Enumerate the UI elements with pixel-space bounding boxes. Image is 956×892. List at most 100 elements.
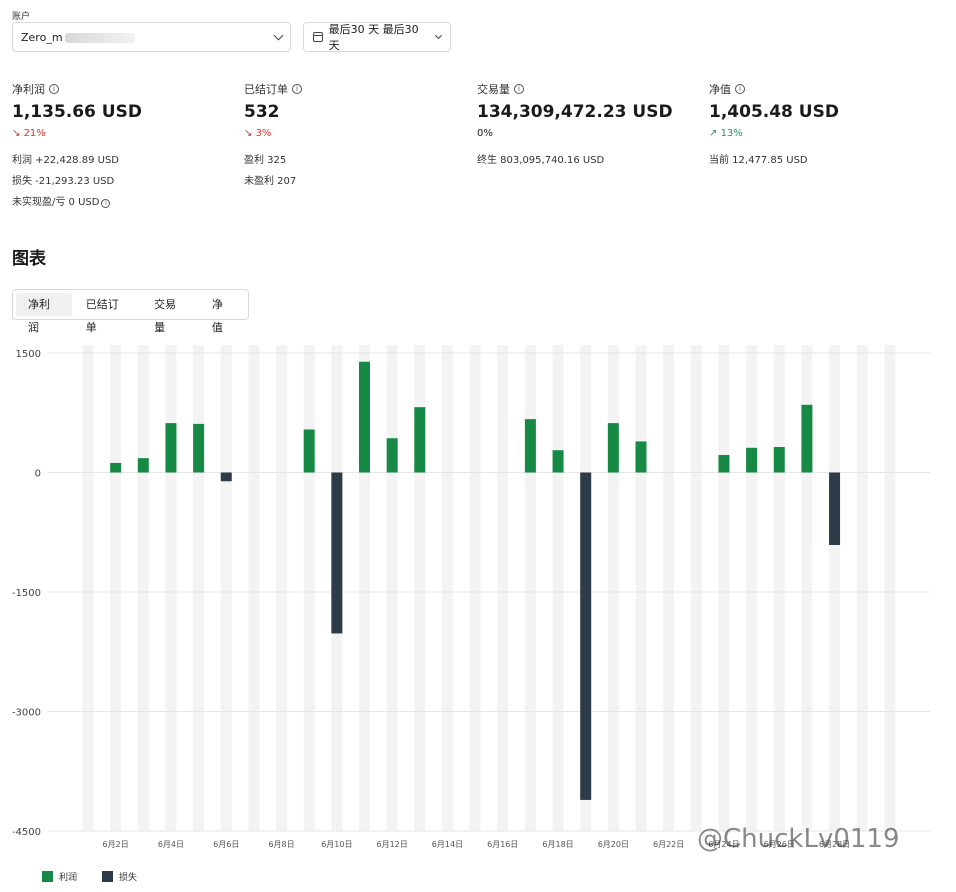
profit-bar xyxy=(165,423,177,473)
info-icon[interactable]: i xyxy=(101,199,111,208)
y-tick-label: -3000 xyxy=(12,708,41,719)
stat-title: 净利润 xyxy=(12,83,45,96)
account-name-redacted xyxy=(64,32,135,43)
profit-bar xyxy=(386,438,398,473)
watermark: @ChuckLv0119 xyxy=(697,824,900,854)
legend-swatch xyxy=(102,871,113,882)
profit-bar xyxy=(801,404,813,473)
day-band xyxy=(359,345,370,831)
day-band xyxy=(856,345,868,831)
tab-closed-orders[interactable]: 已结订单 xyxy=(85,298,119,334)
profit-bar xyxy=(303,429,315,473)
stat-volume: 交易量 i 134,309,472.23 USD 0% 终生 803,095,74… xyxy=(477,82,707,171)
stat-change: 0% xyxy=(477,128,493,139)
x-tick-label: 6月24日 xyxy=(708,840,739,849)
info-icon[interactable]: i xyxy=(49,84,59,94)
loss-bar xyxy=(220,472,232,482)
date-range-select[interactable]: 最后30 天 最后30 天 xyxy=(303,22,451,52)
x-tick-label: 6月18日 xyxy=(542,840,573,849)
day-band xyxy=(718,345,730,831)
calendar-icon xyxy=(313,32,323,42)
legend-item-loss[interactable]: 损失 xyxy=(102,870,137,883)
stat-line: 盈利 325 xyxy=(244,155,287,166)
day-band xyxy=(746,345,758,831)
chart-tabs: 净利润 已结订单 交易量 净值 xyxy=(12,289,249,334)
profit-bar xyxy=(414,407,426,473)
stat-net-profit: 净利润 i 1,135.66 USD ↘ 21% 利润 +22,428.89 US… xyxy=(12,82,242,213)
date-range-value: 最后30 天 最后30 天 xyxy=(328,23,419,52)
profit-bar xyxy=(359,361,370,473)
stat-closed-orders: 已结订单 i 532 ↘ 3% 盈利 325 未盈利 207 xyxy=(244,82,474,192)
day-band xyxy=(829,345,841,831)
account-value: Zero_m xyxy=(21,30,63,44)
day-band xyxy=(276,345,288,831)
day-band xyxy=(386,345,398,831)
y-tick-label: 1500 xyxy=(16,349,41,360)
x-tick-label: 6月26日 xyxy=(764,840,795,849)
day-band xyxy=(137,345,149,831)
day-band xyxy=(552,345,564,831)
x-tick-label: 6月16日 xyxy=(487,840,518,849)
day-band xyxy=(110,345,122,831)
tab-equity[interactable]: 净值 xyxy=(211,298,223,334)
day-band xyxy=(469,345,481,831)
day-band xyxy=(220,345,232,831)
stat-line: 当前 12,477.85 USD xyxy=(709,155,808,166)
day-band xyxy=(441,345,453,831)
day-band xyxy=(773,345,785,831)
loss-bar xyxy=(331,472,343,634)
section-title: 图表 xyxy=(12,249,46,269)
day-band xyxy=(635,345,647,831)
x-tick-label: 6月8日 xyxy=(268,840,294,849)
legend-item-profit[interactable]: 利润 xyxy=(42,870,77,883)
profit-bar xyxy=(773,447,785,473)
x-tick-label: 6月22日 xyxy=(653,840,684,849)
profit-bar xyxy=(524,419,536,473)
day-band xyxy=(884,345,896,831)
stat-change: ↗ 13% xyxy=(709,128,743,139)
tab-volume[interactable]: 交易量 xyxy=(154,298,177,334)
info-icon[interactable]: i xyxy=(514,84,524,94)
stat-value: 1,405.48 USD xyxy=(709,102,839,122)
profit-bar xyxy=(635,441,647,473)
loss-bar xyxy=(829,472,841,545)
profit-bar xyxy=(552,450,564,473)
y-tick-label: -4500 xyxy=(12,827,41,838)
x-tick-label: 6月12日 xyxy=(377,840,408,849)
info-icon[interactable]: i xyxy=(735,84,745,94)
profit-bar xyxy=(110,462,122,473)
info-icon[interactable]: i xyxy=(292,84,302,94)
chevron-down-icon xyxy=(435,31,443,39)
stat-equity: 净值 i 1,405.48 USD ↗ 13% 当前 12,477.85 USD xyxy=(709,82,939,171)
tab-net-profit[interactable]: 净利润 xyxy=(16,293,72,334)
x-tick-label: 6月20日 xyxy=(598,840,629,849)
chevron-down-icon xyxy=(273,30,284,40)
day-band xyxy=(82,345,94,831)
stat-title: 交易量 xyxy=(477,83,510,96)
x-tick-label: 6月14日 xyxy=(432,840,463,849)
day-band xyxy=(497,345,509,831)
stat-line: 终生 803,095,740.16 USD xyxy=(477,155,605,166)
stat-line: 未实现盈/亏 0 USD i xyxy=(12,192,242,213)
profit-bar xyxy=(607,423,619,473)
stat-title: 净值 xyxy=(709,83,731,96)
legend-label: 损失 xyxy=(119,873,138,883)
stat-line: 未盈利 207 xyxy=(244,176,297,187)
day-band xyxy=(303,345,315,831)
x-tick-label: 6月2日 xyxy=(103,840,129,849)
day-band xyxy=(414,345,426,831)
stat-title: 已结订单 xyxy=(244,83,288,96)
profit-bar xyxy=(193,423,205,473)
y-tick-label: 0 xyxy=(35,469,41,480)
x-tick-label: 6月10日 xyxy=(321,840,352,849)
x-tick-label: 6月4日 xyxy=(158,840,184,849)
account-label: 账户 xyxy=(12,12,31,22)
stat-value: 1,135.66 USD xyxy=(12,102,142,122)
profit-bar xyxy=(718,454,730,473)
day-band xyxy=(165,345,177,831)
account-select[interactable]: Zero_m xyxy=(12,22,291,52)
stat-change: ↘ 21% xyxy=(12,128,46,139)
net-profit-chart: 1500 0 -1500 -3000 -4500 6月2日 6月4日 6月6日 6月8日 6月10… xyxy=(12,345,930,849)
y-tick-label: -1500 xyxy=(12,588,41,599)
stat-value: 134,309,472.23 USD xyxy=(477,102,673,122)
